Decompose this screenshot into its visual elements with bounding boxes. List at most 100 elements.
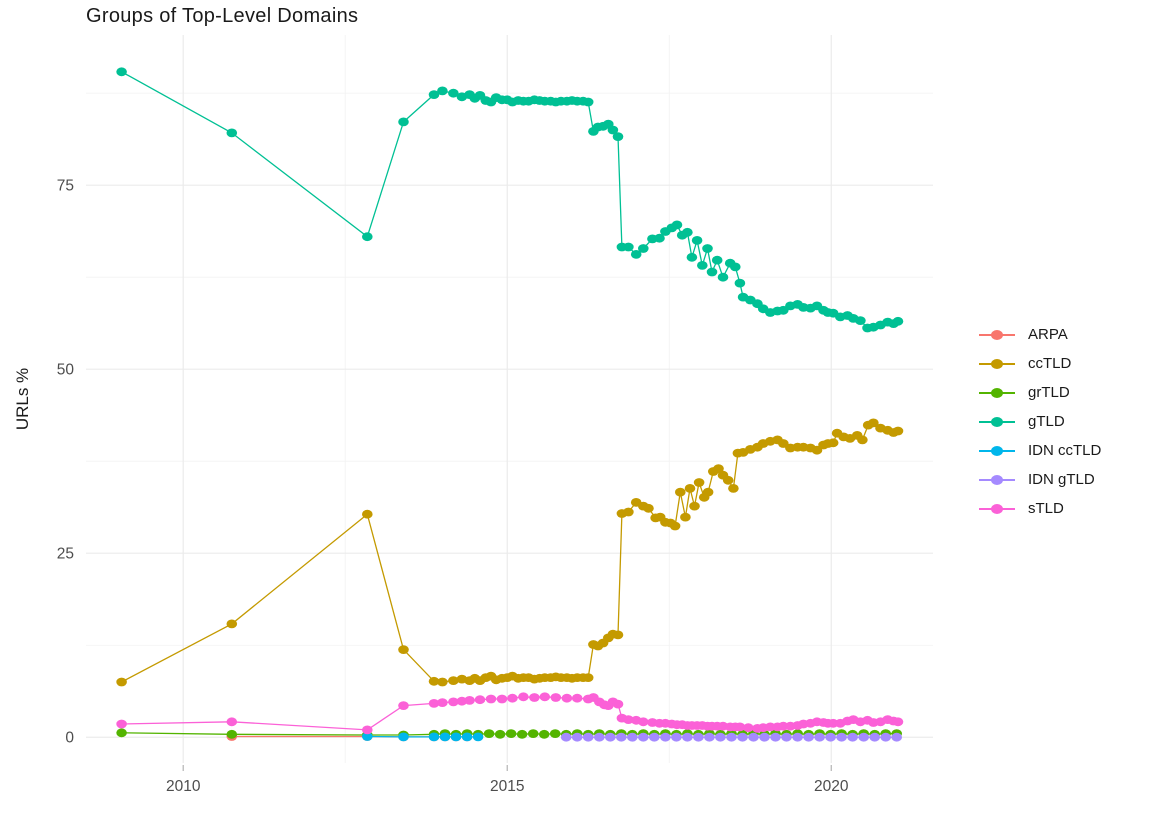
y-axis-title: URLs %	[13, 367, 32, 431]
data-point	[638, 717, 649, 727]
legend-swatch-icon	[979, 474, 1015, 485]
data-point	[649, 732, 660, 742]
data-point	[612, 132, 624, 142]
data-point	[549, 729, 561, 738]
data-point	[437, 677, 448, 687]
data-point	[550, 693, 562, 702]
legend-label: IDN gTLD	[1028, 471, 1095, 488]
x-tick-label: 2020	[814, 778, 849, 795]
legend-swatch-icon	[979, 445, 1015, 456]
data-point	[616, 732, 627, 742]
legend-label: gTLD	[1028, 413, 1065, 430]
data-point	[505, 729, 517, 738]
data-point	[715, 732, 726, 742]
data-point	[226, 717, 238, 727]
data-point	[623, 242, 634, 252]
data-point	[538, 729, 550, 739]
data-point	[116, 728, 127, 738]
data-point	[448, 697, 459, 707]
data-point	[638, 732, 649, 742]
legend-item: sTLD	[977, 494, 1101, 523]
data-point	[743, 723, 754, 733]
data-point	[529, 693, 540, 702]
data-point	[116, 677, 127, 687]
data-point	[226, 128, 238, 138]
data-point	[623, 715, 634, 724]
data-point	[362, 232, 373, 242]
data-point	[693, 478, 705, 487]
legend-swatch-icon	[979, 358, 1015, 369]
data-point	[671, 732, 682, 742]
data-point	[825, 732, 836, 742]
data-point	[836, 732, 847, 742]
data-point	[485, 694, 497, 704]
legend-label: ARPA	[1028, 326, 1068, 343]
data-point	[722, 475, 734, 485]
data-point	[362, 725, 373, 735]
data-point	[627, 732, 638, 742]
data-point	[464, 696, 475, 705]
data-point	[474, 695, 486, 705]
data-point	[792, 732, 803, 742]
data-point	[880, 732, 891, 742]
data-point	[496, 694, 508, 704]
data-point	[671, 220, 683, 230]
data-point	[116, 719, 127, 729]
data-point	[362, 509, 373, 519]
data-point	[717, 272, 729, 282]
legend-item: grTLD	[977, 378, 1101, 407]
data-point	[571, 693, 583, 703]
data-point	[702, 244, 713, 253]
legend-item: ccTLD	[977, 349, 1101, 378]
data-point	[605, 732, 616, 742]
data-point	[428, 732, 440, 742]
data-point	[571, 732, 583, 742]
data-point	[516, 729, 528, 739]
data-point	[858, 732, 869, 742]
data-point	[706, 267, 718, 277]
data-point	[226, 729, 238, 739]
data-point	[682, 227, 693, 237]
data-point	[684, 484, 696, 493]
series-line	[121, 422, 899, 683]
data-point	[582, 97, 594, 107]
data-point	[770, 732, 781, 742]
data-point	[607, 125, 619, 135]
data-point	[623, 507, 634, 517]
data-point	[759, 732, 770, 742]
data-point	[892, 316, 904, 326]
data-point	[704, 732, 715, 742]
data-point	[594, 732, 605, 742]
data-point	[437, 698, 448, 707]
y-tick-label: 75	[57, 178, 74, 195]
data-point	[461, 732, 473, 742]
data-point	[494, 729, 506, 739]
data-point	[803, 732, 814, 742]
legend: ARPA ccTLD grTLD gTLD IDN ccTLD IDN gTLD sTLD	[977, 320, 1101, 523]
data-point	[748, 732, 759, 742]
data-point	[734, 722, 746, 732]
data-point	[855, 316, 866, 325]
legend-swatch-icon	[979, 387, 1015, 398]
data-point	[539, 692, 551, 702]
data-point	[448, 88, 459, 98]
data-point	[728, 484, 739, 493]
data-point	[891, 732, 902, 742]
series-idn-cctld	[362, 732, 484, 742]
data-point	[456, 696, 468, 706]
data-point	[612, 630, 624, 640]
data-point	[680, 512, 691, 522]
y-tick-label: 0	[65, 730, 74, 747]
legend-item: ARPA	[977, 320, 1101, 349]
data-point	[561, 693, 573, 703]
data-point	[781, 732, 792, 742]
data-point	[439, 732, 451, 742]
data-point	[518, 692, 529, 702]
legend-label: ccTLD	[1028, 355, 1072, 372]
data-point	[675, 487, 686, 497]
data-point	[507, 693, 518, 703]
data-point	[686, 252, 698, 262]
data-point	[437, 86, 448, 96]
data-point	[711, 255, 723, 265]
